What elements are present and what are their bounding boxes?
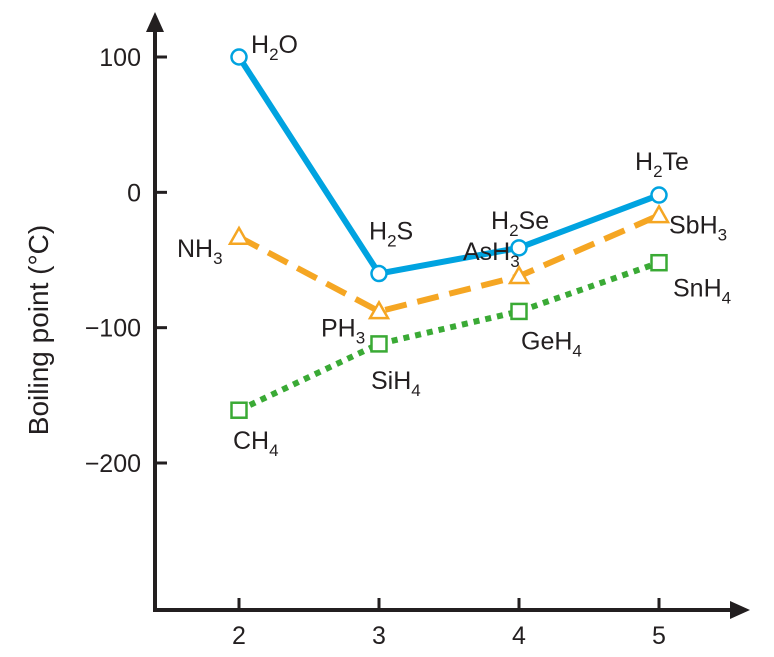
axes [146, 12, 750, 619]
x-axis-ticks: 2 3 4 5 [232, 598, 666, 650]
data-point [227, 225, 251, 245]
series-group14 [230, 253, 668, 419]
series-line-group14 [237, 259, 660, 413]
point-label: SiH4 [371, 367, 421, 400]
y-axis-label: Boiling point (°C) [23, 225, 54, 435]
x-axis-arrow [730, 601, 750, 619]
point-label: H2S [369, 218, 413, 251]
point-label: PH3 [321, 314, 365, 347]
data-point [650, 253, 668, 272]
y-tick-label: −100 [85, 315, 141, 343]
point-label: SnH4 [673, 275, 731, 308]
y-tick-label: 0 [127, 179, 141, 207]
data-point [370, 335, 388, 353]
y-tick-label: −200 [85, 450, 141, 478]
series-group15 [227, 203, 671, 320]
data-point [230, 48, 248, 66]
series-line-group16 [236, 55, 661, 277]
point-label: H2Te [635, 148, 689, 181]
point-label: GeH4 [521, 327, 582, 360]
series-group16 [230, 48, 668, 283]
point-label: SbH3 [669, 211, 727, 244]
point-label: NH3 [177, 235, 223, 268]
point-label: H2Se [491, 207, 549, 240]
point-labels: H2O H2S H2Se H2Te NH3 PH3 AsH3 SbH3 CH4 SiH4 GeH4 S… [177, 31, 731, 460]
x-tick-label: 4 [512, 622, 526, 650]
y-axis-arrow [146, 12, 164, 32]
y-tick-label: 100 [99, 44, 141, 72]
series-line-group15 [237, 212, 661, 315]
data-point [510, 239, 528, 257]
point-label: CH4 [233, 427, 279, 460]
data-point [647, 203, 671, 224]
data-point [370, 264, 388, 283]
data-point [230, 401, 248, 419]
x-tick-label: 3 [372, 622, 386, 650]
y-axis-ticks: 100 0 −100 −200 [85, 44, 167, 478]
data-point [507, 264, 531, 285]
data-point [367, 299, 391, 320]
series-layer [227, 48, 671, 419]
point-label: AsH3 [463, 238, 520, 271]
data-point [510, 302, 528, 321]
point-label: H2O [251, 31, 298, 64]
x-tick-label: 2 [232, 622, 246, 650]
data-point [650, 186, 668, 204]
x-tick-label: 5 [652, 622, 666, 650]
